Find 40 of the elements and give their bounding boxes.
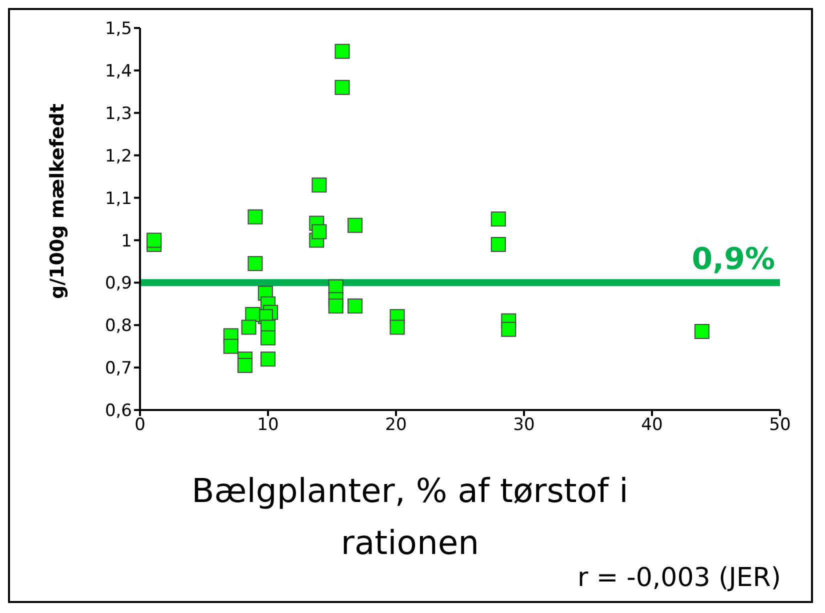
y-tick-label: 1,1 xyxy=(104,188,132,209)
y-tick-label: 0,8 xyxy=(104,316,132,336)
point xyxy=(237,358,252,373)
y-tick-label: 1 xyxy=(121,231,132,252)
point xyxy=(328,298,344,314)
point xyxy=(146,232,162,248)
y-tick-label: 1,3 xyxy=(104,104,132,124)
point xyxy=(334,44,350,59)
ref-line-label: 0,9% xyxy=(692,242,775,277)
y-tick-label: 1,5 xyxy=(104,19,132,40)
point xyxy=(248,209,263,224)
x-tick-label: 20 xyxy=(385,415,407,436)
y-tick-label: 0,7 xyxy=(104,358,132,379)
point xyxy=(260,330,276,346)
point xyxy=(223,338,238,354)
text: r = -0,003 (JER) xyxy=(577,563,781,593)
point xyxy=(694,324,710,339)
point xyxy=(260,352,276,367)
point xyxy=(501,322,516,337)
x-tick-label: 30 xyxy=(513,415,535,436)
x-tick-label: 50 xyxy=(769,415,791,436)
point xyxy=(390,320,405,335)
point xyxy=(241,320,256,335)
point xyxy=(248,256,263,272)
point xyxy=(490,212,506,226)
point xyxy=(348,218,363,233)
y-tick-label: 0,9 xyxy=(104,274,132,294)
point xyxy=(490,236,506,252)
x-tick-label: 40 xyxy=(641,415,663,436)
point xyxy=(348,298,363,314)
x-tick-label: 0 xyxy=(134,415,146,436)
y-tick-label: 1,2 xyxy=(104,146,132,166)
point xyxy=(312,224,327,240)
y-tick-label: 1,4 xyxy=(104,61,132,82)
y-axis-title: g/100g mælkefedt xyxy=(46,104,69,299)
x-tick-label: 10 xyxy=(257,415,279,436)
x-axis-title: Bælgplanter, % af tørstof i rationen xyxy=(192,471,628,562)
y-tick-label: 0,6 xyxy=(104,401,132,422)
point xyxy=(312,178,327,193)
point xyxy=(334,80,350,95)
